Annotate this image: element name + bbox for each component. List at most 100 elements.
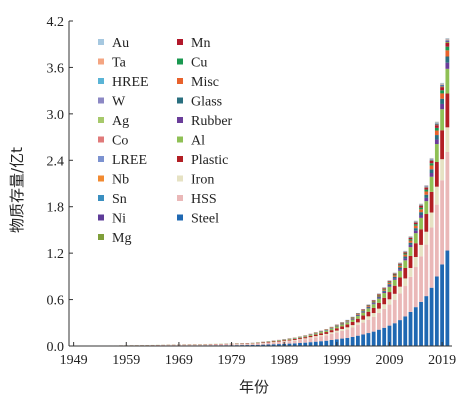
- bar-segment-plastic: [377, 302, 381, 309]
- bar-segment-rubber: [440, 103, 444, 110]
- y-tick-label: 1.2: [47, 247, 65, 262]
- legend-swatch: [177, 175, 183, 182]
- legend-label: LREE: [112, 153, 147, 168]
- y-tick-label: 4.2: [47, 15, 65, 30]
- bar-segment-steel: [261, 344, 266, 346]
- bar-segment-iron: [292, 339, 297, 341]
- y-tick-label: 0.0: [47, 340, 65, 355]
- bar-segment-plastic: [419, 229, 423, 245]
- bar-segment-hss: [398, 293, 402, 321]
- bar-stack-2014: [413, 220, 418, 346]
- bar-segment-iron: [366, 316, 371, 320]
- bar-segment-cu: [419, 207, 423, 210]
- legend-label: HREE: [112, 75, 149, 90]
- bar-segment-hss: [203, 344, 208, 346]
- bar-segment-hss: [440, 180, 444, 265]
- legend-item-ni: Ni: [98, 212, 126, 227]
- bar-segment-al: [329, 328, 334, 331]
- bar-segment-steel: [440, 264, 444, 346]
- legend-label: Glass: [191, 95, 222, 110]
- bar-stack-1997: [324, 329, 329, 346]
- bar-segment-plastic: [266, 342, 271, 343]
- bar-segment-al: [313, 333, 318, 335]
- legend-label: HSS: [191, 192, 217, 207]
- bar-segment-misc: [371, 301, 376, 303]
- bar-segment-cu: [429, 163, 434, 166]
- legend-label: Rubber: [191, 114, 233, 129]
- bar-stack-2016: [424, 185, 429, 346]
- legend-item-ta: Ta: [98, 56, 127, 71]
- bar-segment-glass: [350, 318, 355, 319]
- legend-label: W: [112, 95, 126, 110]
- bar-segment-hss: [219, 344, 223, 346]
- bar-segment-rubber: [413, 230, 418, 234]
- bar-segment-hss: [208, 344, 213, 346]
- bar-segment-iron: [429, 212, 434, 228]
- bar-segment-hss: [250, 343, 255, 345]
- legend-item-hss: HSS: [177, 192, 217, 207]
- bar-stack-1990: [287, 338, 292, 346]
- bar-segment-al: [419, 217, 423, 230]
- bar-stack-2005: [366, 304, 371, 346]
- legend-item-glass: Glass: [177, 95, 222, 110]
- bar-segment-hss: [308, 338, 313, 343]
- legend-item-al: Al: [177, 134, 205, 149]
- bar-segment-al: [445, 68, 450, 94]
- bar-segment-misc: [413, 225, 418, 229]
- legend-swatch: [177, 39, 183, 45]
- bar-stack-1984: [255, 342, 260, 346]
- bar-segment-plastic: [392, 285, 397, 294]
- bar-segment-iron: [319, 335, 323, 337]
- bar-segment-misc: [382, 289, 387, 291]
- bar-stack-1996: [319, 330, 323, 346]
- legend-swatch: [98, 156, 104, 162]
- x-tick-label: 1999: [323, 353, 351, 368]
- bar-segment-glass: [429, 169, 434, 174]
- bar-segment-cu: [440, 90, 444, 94]
- bar-segment-rubber: [382, 291, 387, 294]
- bar-segment-iron: [329, 332, 334, 334]
- bar-segment-plastic: [277, 340, 281, 342]
- bar-segment-plastic: [413, 243, 418, 257]
- bar-segment-hss: [213, 344, 218, 346]
- legend-swatch: [98, 234, 104, 240]
- bar-segment-misc: [403, 254, 408, 257]
- bar-segment-rubber: [403, 258, 408, 261]
- bar-segment-iron: [371, 313, 376, 317]
- bar-segment-iron: [424, 231, 429, 245]
- bar-segment-mn: [371, 300, 376, 301]
- legend-label: Sn: [112, 192, 127, 207]
- bar-segment-hss: [224, 344, 229, 346]
- bar-segment-iron: [355, 322, 360, 326]
- bar-segment-plastic: [350, 321, 355, 326]
- legend-label: Cu: [191, 56, 207, 71]
- bar-segment-steel: [345, 337, 350, 346]
- bar-segment-glass: [408, 242, 413, 245]
- bar-segment-glass: [361, 311, 366, 312]
- bar-segment-plastic: [282, 340, 287, 342]
- bar-segment-misc: [434, 130, 439, 136]
- bar-segment-iron: [445, 127, 450, 152]
- bar-segment-mn: [440, 87, 444, 91]
- bar-segment-iron: [313, 336, 318, 338]
- bar-segment-misc: [445, 50, 450, 57]
- bar-segment-rubber: [392, 278, 397, 280]
- bar-segment-plastic: [313, 334, 318, 337]
- bar-stack-2019: [440, 82, 444, 346]
- bar-segment-hss: [424, 244, 429, 297]
- legend-label: Plastic: [191, 153, 228, 168]
- bar-segment-al: [408, 247, 413, 256]
- bar-stack-2018: [434, 121, 439, 346]
- bar-stack-2013: [408, 236, 413, 346]
- bar-segment-iron: [434, 186, 439, 205]
- bar-segment-plastic: [292, 339, 297, 340]
- bar-segment-mn: [408, 237, 413, 240]
- bar-segment-hss: [329, 333, 334, 341]
- bar-segment-hss: [292, 340, 297, 344]
- bar-segment-al: [424, 201, 429, 215]
- bar-segment-glass: [403, 256, 408, 259]
- bar-segment-al: [377, 298, 381, 303]
- bar-segment-hss: [182, 344, 187, 346]
- bar-segment-rubber: [398, 269, 402, 271]
- bar-segment-misc: [387, 282, 392, 285]
